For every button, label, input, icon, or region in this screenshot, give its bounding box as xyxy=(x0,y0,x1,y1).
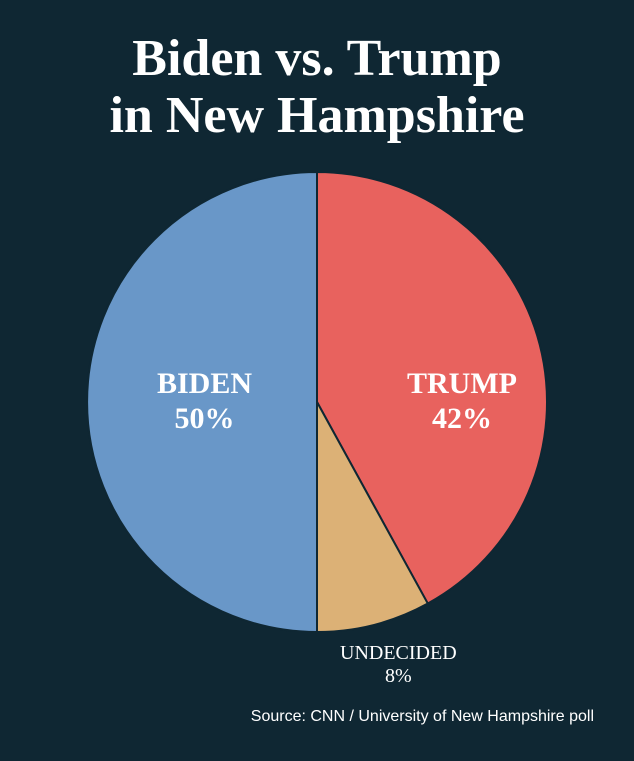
title-line-2: in New Hampshire xyxy=(109,87,524,144)
chart-title: Biden vs. Trump in New Hampshire xyxy=(0,0,634,144)
pie-chart: TRUMP42%UNDECIDED8%BIDEN50% xyxy=(87,172,547,632)
slice-label-trump: TRUMP42% xyxy=(407,367,517,436)
slice-label-value: 42% xyxy=(407,402,517,437)
slice-label-biden: BIDEN50% xyxy=(157,367,252,436)
slice-label-name: TRUMP xyxy=(407,367,517,402)
slice-label-name: BIDEN xyxy=(157,367,252,402)
source-attribution: Source: CNN / University of New Hampshir… xyxy=(251,708,594,726)
slice-label-name: UNDECIDED xyxy=(340,642,457,665)
slice-label-undecided: UNDECIDED8% xyxy=(340,642,457,688)
title-line-1: Biden vs. Trump xyxy=(132,30,501,87)
slice-label-value: 50% xyxy=(157,402,252,437)
slice-label-value: 8% xyxy=(340,665,457,688)
